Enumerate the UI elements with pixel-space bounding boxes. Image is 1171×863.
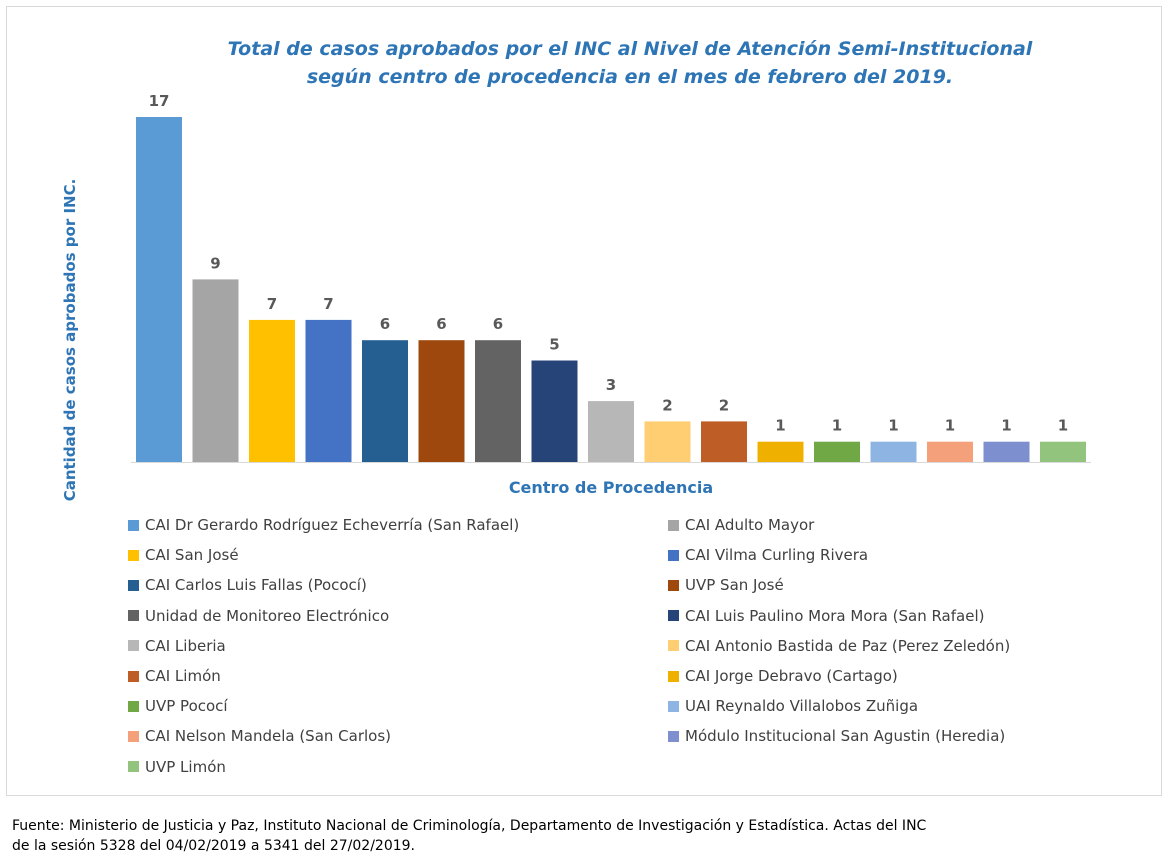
value-label-12: 1 bbox=[775, 417, 785, 435]
value-label-3: 7 bbox=[267, 295, 277, 313]
legend-swatch bbox=[668, 640, 679, 652]
value-label-17: 1 bbox=[1058, 417, 1068, 435]
legend-label: CAI Jorge Debravo (Cartago) bbox=[685, 667, 898, 685]
legend-swatch bbox=[668, 670, 679, 682]
legend-item-12: CAI Jorge Debravo (Cartago) bbox=[668, 667, 898, 685]
value-label-5: 6 bbox=[380, 315, 390, 333]
legend-swatch bbox=[128, 549, 139, 561]
bar-7 bbox=[475, 340, 521, 462]
legend-item-1: CAI Dr Gerardo Rodríguez Echeverría (San… bbox=[128, 516, 519, 534]
bar-13 bbox=[814, 441, 860, 462]
legend-swatch bbox=[128, 610, 139, 622]
bar-17 bbox=[1040, 441, 1086, 462]
source-line-2: de la sesión 5328 del 04/02/2019 a 5341 … bbox=[12, 838, 415, 854]
value-label-13: 1 bbox=[832, 417, 842, 435]
bar-4 bbox=[305, 319, 352, 462]
legend-item-2: CAI Adulto Mayor bbox=[668, 516, 814, 534]
legend-swatch bbox=[668, 579, 679, 591]
legend-label: CAI Vilma Curling Rivera bbox=[685, 546, 869, 565]
legend-swatch bbox=[668, 519, 679, 531]
legend-label: UVP Pococí bbox=[145, 697, 228, 716]
bars-group bbox=[136, 117, 1086, 462]
value-label-7: 6 bbox=[493, 315, 503, 333]
legend-swatch bbox=[668, 610, 679, 622]
x-axis-title: Centro de Procedencia bbox=[509, 478, 713, 497]
legend-label: UAI Reynaldo Villalobos Zuñiga bbox=[685, 697, 919, 716]
value-label-16: 1 bbox=[1001, 417, 1011, 435]
y-axis-title: Cantidad de casos aprobados por INC. bbox=[61, 179, 79, 502]
legend-item-15: CAI Nelson Mandela (San Carlos) bbox=[128, 727, 391, 745]
value-label-9: 3 bbox=[606, 376, 616, 394]
bar-12 bbox=[757, 441, 804, 462]
legend-item-9: CAI Liberia bbox=[128, 637, 226, 655]
legend-label: UVP Limón bbox=[145, 757, 226, 776]
legend-swatch bbox=[128, 730, 139, 742]
legend-label: CAI San José bbox=[145, 546, 239, 565]
legend-item-11: CAI Limón bbox=[128, 667, 221, 685]
bar-14 bbox=[870, 441, 917, 462]
bar-10 bbox=[644, 421, 691, 462]
legend-swatch bbox=[128, 761, 139, 773]
bar-9 bbox=[588, 401, 634, 462]
legend-item-7: Unidad de Monitoreo Electrónico bbox=[128, 607, 389, 625]
bar-8 bbox=[531, 360, 578, 462]
bar-5 bbox=[362, 340, 408, 462]
legend-swatch bbox=[668, 730, 679, 742]
bar-6 bbox=[418, 340, 465, 462]
legend-item-14: UAI Reynaldo Villalobos Zuñiga bbox=[668, 697, 918, 715]
bar-2 bbox=[192, 279, 239, 462]
legend-item-4: CAI Vilma Curling Rivera bbox=[668, 546, 868, 564]
chart-title-line-1: Total de casos aprobados por el INC al N… bbox=[227, 38, 1033, 60]
legend-label: CAI Carlos Luis Fallas (Pococí) bbox=[145, 576, 367, 595]
bar-11 bbox=[701, 421, 747, 462]
legend-swatch bbox=[668, 700, 679, 712]
legend-item-17: UVP Limón bbox=[128, 758, 226, 776]
legend-swatch bbox=[128, 670, 139, 682]
value-label-14: 1 bbox=[888, 417, 898, 435]
legend-label: CAI Luis Paulino Mora Mora (San Rafael) bbox=[685, 606, 985, 625]
source-line-1: Fuente: Ministerio de Justicia y Paz, In… bbox=[12, 818, 927, 834]
legend-swatch bbox=[128, 640, 139, 652]
legend-label: Módulo Institucional San Agustin (Heredi… bbox=[685, 727, 1006, 746]
legend-item-8: CAI Luis Paulino Mora Mora (San Rafael) bbox=[668, 607, 984, 625]
bar-16 bbox=[983, 441, 1030, 462]
source-note: Fuente: Ministerio de Justicia y Paz, In… bbox=[12, 816, 1162, 856]
legend-label: Unidad de Monitoreo Electrónico bbox=[145, 606, 390, 625]
chart-frame bbox=[6, 6, 1162, 796]
value-label-8: 5 bbox=[549, 336, 559, 354]
legend-item-16: Módulo Institucional San Agustin (Heredi… bbox=[668, 727, 1005, 745]
value-label-4: 7 bbox=[323, 295, 333, 313]
legend-swatch bbox=[128, 700, 139, 712]
value-label-11: 2 bbox=[719, 396, 729, 414]
value-labels-group: 17 9 7 7 6 6 6 5 3 2 2 1 1 1 1 1 1 bbox=[149, 92, 1069, 435]
legend-swatch bbox=[128, 519, 139, 531]
legend-item-13: UVP Pococí bbox=[128, 697, 228, 715]
legend-item-6: UVP San José bbox=[668, 576, 784, 594]
legend-swatch bbox=[668, 549, 679, 561]
legend-label: CAI Adulto Mayor bbox=[685, 516, 815, 534]
chart-title-line-2: según centro de procedencia en el mes de… bbox=[306, 66, 954, 88]
legend-swatch bbox=[128, 579, 139, 591]
value-label-10: 2 bbox=[662, 396, 672, 414]
value-label-6: 6 bbox=[436, 315, 446, 333]
legend-item-3: CAI San José bbox=[128, 546, 239, 564]
value-label-1: 17 bbox=[149, 92, 170, 110]
legend-label: CAI Limón bbox=[145, 667, 221, 685]
bar-15 bbox=[927, 441, 973, 462]
bar-3 bbox=[249, 319, 295, 462]
legend-label: UVP San José bbox=[685, 576, 784, 595]
legend-label: CAI Dr Gerardo Rodríguez Echeverría (San… bbox=[145, 516, 520, 534]
legend-label: CAI Liberia bbox=[145, 636, 226, 655]
value-label-15: 1 bbox=[945, 417, 955, 435]
value-label-2: 9 bbox=[210, 254, 220, 272]
legend-label: CAI Antonio Bastida de Paz (Perez Zeledó… bbox=[685, 636, 1011, 655]
bar-1 bbox=[136, 117, 182, 462]
legend-item-10: CAI Antonio Bastida de Paz (Perez Zeledó… bbox=[668, 637, 1010, 655]
legend-item-5: CAI Carlos Luis Fallas (Pococí) bbox=[128, 576, 367, 594]
legend-label: CAI Nelson Mandela (San Carlos) bbox=[145, 727, 392, 746]
